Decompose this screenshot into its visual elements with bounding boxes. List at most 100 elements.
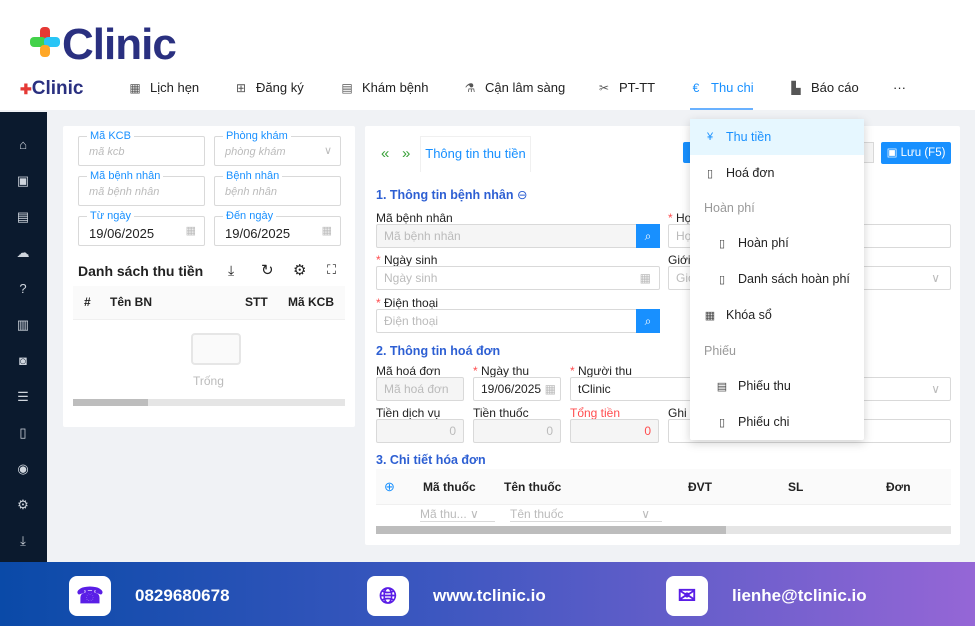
brand-name: Clinic xyxy=(62,20,177,69)
tab-thong-tin-thu-tien[interactable]: Thông tin thu tiền xyxy=(420,136,531,172)
home-icon[interactable]: ⌂ xyxy=(19,137,27,152)
tong-tien-input: 0 xyxy=(570,419,659,443)
scissors-icon: ✂ xyxy=(598,80,610,95)
top-nav: ✚ Clinic ▦ Lịch hẹn ⊞ Đăng ký ▤ Khám bệnh ⚗ C… xyxy=(0,70,975,108)
menu-hoan-phi[interactable]: ▯ Hoàn phí xyxy=(690,225,864,261)
menu-thu-tien[interactable]: ¥ Thu tiền xyxy=(690,119,864,155)
nav-logo[interactable]: ✚ Clinic xyxy=(20,78,84,99)
nav-more[interactable]: ··· xyxy=(893,80,906,95)
download-icon[interactable]: ⤓ xyxy=(20,533,26,548)
expand-right-icon[interactable]: » xyxy=(402,145,411,162)
brand-logo: Clinic xyxy=(30,20,177,70)
form-panel: « » Thông tin thu tiền ▣ Lưu (F5) 1. Thô… xyxy=(365,126,960,545)
footer-website[interactable]: 🌐︎ www.tclinic.io xyxy=(367,576,546,616)
nav-pt-tt[interactable]: ✂ PT-TT xyxy=(598,80,656,95)
fullscreen-icon[interactable]: ⛶ xyxy=(327,262,337,277)
file-icon: ▯ xyxy=(718,237,726,250)
chevron-down-icon: ∨ xyxy=(323,145,332,157)
area-chart-icon: ▙ xyxy=(791,80,801,95)
euro-circle-icon: € xyxy=(692,80,700,95)
ma-kcb-field[interactable]: Mã KCB mã kcb xyxy=(78,130,205,166)
flask-icon: ⚗ xyxy=(464,80,476,95)
file-icon: ▯ xyxy=(718,273,726,286)
news-icon[interactable]: ▥ xyxy=(16,317,30,332)
list-title: Danh sách thu tiền xyxy=(78,263,204,279)
nav-can-lam-sang[interactable]: ⚗ Cận lâm sàng xyxy=(464,80,566,95)
ma-hoa-don-input[interactable]: Mã hoá đơn xyxy=(376,377,464,401)
download-icon[interactable]: ⤓ xyxy=(228,262,235,278)
menu-hoa-don[interactable]: ▯ Hoá đơn xyxy=(690,155,864,191)
ma-thuoc-select[interactable]: Mã thu... ∨ xyxy=(420,507,495,522)
section-invoice-info: 2. Thông tin hoá đơn xyxy=(376,344,501,358)
plus-square-icon: ⊞ xyxy=(235,80,247,95)
nav-dang-ky[interactable]: ⊞ Đăng ký xyxy=(235,80,304,95)
list-icon[interactable]: ☰ xyxy=(17,389,29,404)
empty-inbox-icon xyxy=(191,333,241,365)
save-button[interactable]: ▣ Lưu (F5) xyxy=(881,142,951,164)
file-text-icon: ▤ xyxy=(716,380,728,393)
filter-panel: Mã KCB mã kcb Phòng khám phòng khám ∨ Mã bệ… xyxy=(63,126,355,427)
refresh-icon[interactable]: ↻ xyxy=(261,262,274,279)
chevron-down-icon: ∨ xyxy=(931,382,940,396)
phong-kham-select[interactable]: Phòng khám phòng khám ∨ xyxy=(214,130,341,166)
file-icon[interactable]: ▯ xyxy=(19,425,27,440)
file-icon: ▯ xyxy=(718,416,726,429)
ten-thuoc-select[interactable]: Tên thuốc ∨ xyxy=(510,507,662,522)
question-icon[interactable]: ? xyxy=(19,281,27,296)
cloud-upload-icon[interactable]: ☁ xyxy=(16,245,30,260)
ngay-thu-picker[interactable]: 19/06/2025 ▦ xyxy=(473,377,561,401)
menu-danh-sach-hoan-phi[interactable]: ▯ Danh sách hoàn phí xyxy=(690,261,864,297)
nav-thu-chi[interactable]: € Thu chi xyxy=(689,80,754,95)
calendar-icon: ▦ xyxy=(542,378,556,400)
calendar-icon: ▦ xyxy=(321,225,332,237)
dien-thoai-input[interactable]: Điện thoại ⌕ xyxy=(376,309,660,333)
calendar-icon: ▦ xyxy=(185,225,196,237)
menu-khoa-so[interactable]: ▦ Khóa sổ xyxy=(704,308,772,322)
save-icon: ▣ xyxy=(886,147,898,159)
den-ngay-picker[interactable]: Đến ngày 19/06/2025 ▦ xyxy=(214,210,341,246)
menu-group-hoan-phi: Hoàn phí xyxy=(704,201,755,215)
settings-icon[interactable]: ⚙ xyxy=(17,497,29,512)
store-icon[interactable]: ▤ xyxy=(16,209,30,224)
receipt-icon: ¥ xyxy=(706,131,714,143)
footer-email[interactable]: ✉ lienhe@tclinic.io xyxy=(666,576,867,616)
medical-record-icon: ▤ xyxy=(341,80,353,95)
calendar-icon: ▦ xyxy=(639,271,651,285)
user-circle-icon[interactable]: ◉ xyxy=(17,461,29,476)
nav-bao-cao[interactable]: ▙ Báo cáo xyxy=(789,80,858,95)
active-tab-indicator xyxy=(690,108,753,110)
mail-icon: ✉ xyxy=(666,576,708,616)
detail-table: ⊕ Mã thuốc Tên thuốc ĐVT SL Đơn Mã thu..… xyxy=(376,469,951,535)
nav-kham-benh[interactable]: ▤ Khám bệnh xyxy=(341,80,429,95)
menu-phieu-chi[interactable]: ▯ Phiếu chi xyxy=(690,404,864,440)
ma-benh-nhan-input[interactable]: Mã bệnh nhân ⌕ xyxy=(376,224,660,248)
section-patient-info: 1. Thông tin bệnh nhân ⊖ xyxy=(376,188,528,202)
ma-benh-nhan-field[interactable]: Mã bệnh nhân mã bệnh nhân xyxy=(78,170,205,206)
footer-phone: ☎ 0829680678 xyxy=(69,576,230,616)
tien-thuoc-input: 0 xyxy=(473,419,561,443)
calendar-icon: ▦ xyxy=(704,309,716,322)
chevron-down-icon: ∨ xyxy=(931,271,940,285)
horizontal-scrollbar[interactable] xyxy=(376,526,951,534)
benh-nhan-field[interactable]: Bệnh nhân bệnh nhân xyxy=(214,170,341,206)
id-card-icon[interactable]: ▣ xyxy=(16,173,30,188)
add-row-icon[interactable]: ⊕ xyxy=(384,479,395,494)
calendar-icon: ▦ xyxy=(129,80,141,95)
search-icon[interactable]: ⌕ xyxy=(636,309,660,333)
horizontal-scrollbar[interactable] xyxy=(73,399,345,406)
section-invoice-detail: 3. Chi tiết hóa đơn xyxy=(376,453,486,467)
globe-icon: 🌐︎ xyxy=(367,576,409,616)
thu-chi-dropdown: ¥ Thu tiền ▯ Hoá đơn Hoàn phí ▯ Hoàn phí ▯ D… xyxy=(690,119,864,440)
search-icon[interactable]: ⌕ xyxy=(636,224,660,248)
file-icon: ▯ xyxy=(706,167,714,180)
nav-lich-hen[interactable]: ▦ Lịch hẹn xyxy=(129,80,200,95)
money-icon[interactable]: ◙ xyxy=(19,353,27,368)
list-table: # Tên BN STT Mã KCB Trống xyxy=(73,286,345,406)
phone-icon: ☎ xyxy=(69,576,111,616)
menu-phieu-thu[interactable]: ▤ Phiếu thu xyxy=(716,379,791,393)
tu-ngay-picker[interactable]: Từ ngày 19/06/2025 ▦ xyxy=(78,210,205,246)
settings-icon[interactable]: ⚙ xyxy=(293,262,307,279)
ngay-sinh-picker[interactable]: Ngày sinh ▦ xyxy=(376,266,660,290)
collapse-left-icon[interactable]: « xyxy=(381,145,390,162)
empty-text: Trống xyxy=(193,374,224,388)
